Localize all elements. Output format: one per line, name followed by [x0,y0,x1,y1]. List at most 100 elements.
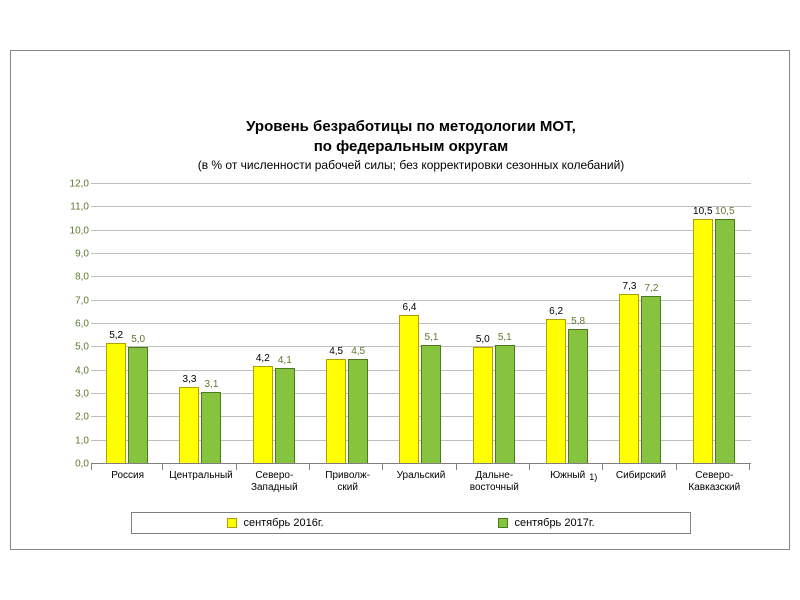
chart-title: Уровень безработицы по методологии МОТ, … [51,117,771,156]
category-label: Северо-Западный [238,470,311,494]
x-tick [749,464,750,470]
y-tick-label: 12,0 [53,179,89,190]
x-tick [676,464,677,470]
bar-value-label: 5,0 [131,334,145,345]
bar-value-label: 3,1 [205,379,219,390]
x-tick [529,464,530,470]
bar-value-label: 5,8 [571,316,585,327]
legend: сентябрь 2016г. сентябрь 2017г. [131,512,691,534]
bar-pair: 5,05,1 [473,345,515,464]
category-label: Дальне-восточный [458,470,531,494]
bar: 4,5 [348,359,368,464]
y-tick-label: 8,0 [53,272,89,283]
bar-value-label: 6,2 [549,306,563,317]
bar-group: 6,25,81) [531,184,604,464]
x-axis-line [91,463,751,464]
y-tick-label: 7,0 [53,295,89,306]
bar-value-label: 10,5 [715,206,734,217]
bar-pair: 7,37,2 [619,294,661,464]
bar-value-label: 4,2 [256,353,270,364]
bar: 4,5 [326,359,346,464]
bar-value-label: 7,3 [623,281,637,292]
category-footnote: 1) [589,472,597,482]
y-tick-label: 9,0 [53,249,89,260]
legend-item-2017: сентябрь 2017г. [498,517,594,529]
bar: 5,0 [473,347,493,464]
bar: 7,2 [641,296,661,464]
bar: 5,1 [421,345,441,464]
bar-value-label: 4,1 [278,355,292,366]
x-tick [236,464,237,470]
bar-group: 5,25,0 [91,184,164,464]
bar: 5,0 [128,347,148,464]
bar: 3,1 [201,392,221,464]
y-axis: 0,01,02,03,04,05,06,07,08,09,010,011,012… [51,184,89,464]
legend-swatch-2017 [498,518,508,528]
bar: 3,3 [179,387,199,464]
chart-titles: Уровень безработицы по методологии МОТ, … [51,117,771,172]
y-tick-label: 3,0 [53,389,89,400]
bar-group: 3,33,1 [164,184,237,464]
x-tick [91,464,92,470]
category-labels: РоссияЦентральныйСеверо-ЗападныйПриволж-… [91,470,751,494]
chart-subtitle: (в % от численности рабочей силы; без ко… [51,158,771,172]
bar-value-label: 3,3 [183,374,197,385]
bar-pair: 6,25,8 [546,319,588,464]
bar-value-label: 10,5 [693,206,712,217]
y-tick-label: 0,0 [53,459,89,470]
bar-value-label: 5,1 [498,332,512,343]
bar-value-label: 7,2 [645,283,659,294]
category-label: Приволж-ский [311,470,384,494]
title-line-2: по федеральным округам [314,138,509,155]
bar: 10,5 [715,219,735,464]
chart-frame: Уровень безработицы по методологии МОТ, … [10,50,790,550]
bar-group: 10,510,5 [678,184,751,464]
x-tick [162,464,163,470]
category-label: Россия [91,470,164,494]
y-tick-label: 10,0 [53,225,89,236]
category-label: Уральский [384,470,457,494]
bar-pair: 5,25,0 [106,343,148,464]
category-label: Центральный [164,470,237,494]
legend-label-2017: сентябрь 2017г. [514,517,594,529]
legend-item-2016: сентябрь 2016г. [227,517,323,529]
y-tick-label: 5,0 [53,342,89,353]
x-tick [602,464,603,470]
bar-pair: 4,54,5 [326,359,368,464]
bar: 5,2 [106,343,126,464]
x-tick [382,464,383,470]
plot-area: 0,01,02,03,04,05,06,07,08,09,010,011,012… [91,184,751,464]
y-tick-label: 2,0 [53,412,89,423]
y-tick-label: 1,0 [53,435,89,446]
bar-pair: 3,33,1 [179,387,221,464]
bar: 5,8 [568,329,588,464]
x-tick [309,464,310,470]
bar-pair: 6,45,1 [399,315,441,464]
y-tick-label: 11,0 [53,202,89,213]
bar-groups: 5,25,03,33,14,24,14,54,56,45,15,05,16,25… [91,184,751,464]
bar: 7,3 [619,294,639,464]
bar-pair: 10,510,5 [693,219,735,464]
chart-area: Уровень безработицы по методологии МОТ, … [51,111,771,551]
bar: 6,2 [546,319,566,464]
bar-group: 6,45,1 [384,184,457,464]
y-tick-label: 6,0 [53,319,89,330]
x-tick [456,464,457,470]
bar: 4,2 [253,366,273,464]
legend-label-2016: сентябрь 2016г. [243,517,323,529]
bar: 10,5 [693,219,713,464]
bar-value-label: 4,5 [351,346,365,357]
bar-value-label: 5,0 [476,334,490,345]
legend-swatch-2016 [227,518,237,528]
bar-group: 7,37,2 [604,184,677,464]
bar-value-label: 5,2 [109,330,123,341]
bar-group: 4,54,5 [311,184,384,464]
bar: 5,1 [495,345,515,464]
bar-pair: 4,24,1 [253,366,295,464]
category-label: Северо-Кавказский [678,470,751,494]
bar-group: 5,05,1 [458,184,531,464]
bar: 4,1 [275,368,295,464]
bar-value-label: 4,5 [329,346,343,357]
category-label: Сибирский [604,470,677,494]
bar: 6,4 [399,315,419,464]
